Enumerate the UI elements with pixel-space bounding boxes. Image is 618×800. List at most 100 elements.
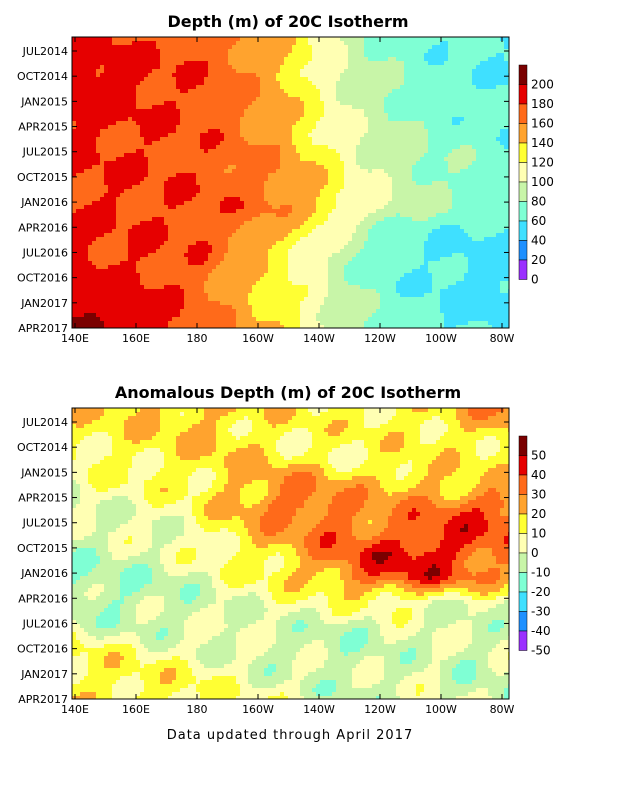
field-cell	[280, 57, 284, 61]
field-cell	[360, 89, 364, 93]
field-cell	[480, 57, 484, 61]
field-cell	[256, 93, 260, 97]
field-cell	[164, 61, 168, 65]
field-cell	[152, 49, 156, 53]
field-cell	[320, 45, 324, 49]
field-cell	[164, 45, 168, 49]
field-cell	[212, 89, 216, 93]
field-cell	[136, 89, 140, 93]
field-cell	[204, 49, 208, 53]
field-cell	[504, 85, 508, 89]
field-cell	[300, 61, 304, 65]
field-cell	[400, 49, 404, 53]
field-cell	[480, 89, 484, 93]
field-cell	[488, 45, 492, 49]
field-cell	[136, 49, 140, 53]
field-cell	[456, 69, 460, 73]
field-cell	[448, 53, 452, 57]
field-cell	[296, 57, 300, 61]
field-cell	[124, 37, 128, 41]
field-cell	[420, 97, 424, 101]
field-cell	[244, 77, 248, 81]
field-cell	[356, 53, 360, 57]
field-cell	[504, 37, 508, 41]
field-cell	[260, 41, 264, 45]
field-cell	[216, 101, 220, 105]
field-cell	[176, 69, 180, 73]
field-cell	[240, 49, 244, 53]
field-cell	[276, 53, 280, 57]
field-cell	[256, 49, 260, 53]
field-cell	[352, 85, 356, 89]
field-cell	[304, 61, 308, 65]
field-cell	[152, 105, 156, 109]
field-cell	[496, 45, 500, 49]
field-cell	[320, 93, 324, 97]
field-cell	[228, 37, 232, 41]
field-cell	[304, 37, 308, 41]
field-cell	[376, 81, 380, 85]
chart1-field	[72, 37, 509, 328]
field-cell	[388, 97, 392, 101]
field-cell	[324, 77, 328, 81]
field-cell	[380, 45, 384, 49]
field-cell	[228, 105, 232, 109]
field-cell	[192, 53, 196, 57]
field-cell	[300, 49, 304, 53]
field-cell	[448, 49, 452, 53]
field-cell	[504, 89, 508, 93]
field-cell	[460, 65, 464, 69]
field-cell	[464, 37, 468, 41]
field-cell	[464, 101, 468, 105]
field-cell	[340, 93, 344, 97]
field-cell	[504, 97, 508, 101]
field-cell	[252, 53, 256, 57]
field-cell	[248, 45, 252, 49]
field-cell	[92, 105, 96, 109]
field-cell	[236, 85, 240, 89]
field-cell	[308, 85, 312, 89]
field-cell	[248, 81, 252, 85]
field-cell	[352, 93, 356, 97]
field-cell	[128, 101, 132, 105]
field-cell	[488, 81, 492, 85]
field-cell	[260, 53, 264, 57]
field-cell	[116, 77, 120, 81]
field-cell	[308, 97, 312, 101]
field-cell	[148, 49, 152, 53]
field-cell	[220, 81, 224, 85]
field-cell	[248, 61, 252, 65]
field-cell	[456, 73, 460, 77]
field-cell	[276, 57, 280, 61]
field-cell	[496, 69, 500, 73]
field-cell	[484, 37, 488, 41]
field-cell	[268, 93, 272, 97]
field-cell	[172, 77, 176, 81]
field-cell	[100, 73, 104, 77]
field-cell	[352, 97, 356, 101]
field-cell	[408, 61, 412, 65]
field-cell	[128, 77, 132, 81]
field-cell	[232, 89, 236, 93]
field-cell	[348, 41, 352, 45]
field-cell	[208, 89, 212, 93]
field-cell	[344, 81, 348, 85]
field-cell	[372, 65, 376, 69]
field-cell	[320, 41, 324, 45]
field-cell	[116, 45, 120, 49]
field-cell	[100, 81, 104, 85]
field-cell	[80, 73, 84, 77]
field-cell	[340, 61, 344, 65]
field-cell	[424, 37, 428, 41]
field-cell	[84, 45, 88, 49]
field-cell	[412, 81, 416, 85]
field-cell	[380, 53, 384, 57]
field-cell	[204, 41, 208, 45]
field-cell	[164, 85, 168, 89]
field-cell	[456, 77, 460, 81]
field-cell	[332, 61, 336, 65]
field-cell	[444, 69, 448, 73]
field-cell	[152, 73, 156, 77]
field-cell	[200, 61, 204, 65]
field-cell	[344, 77, 348, 81]
